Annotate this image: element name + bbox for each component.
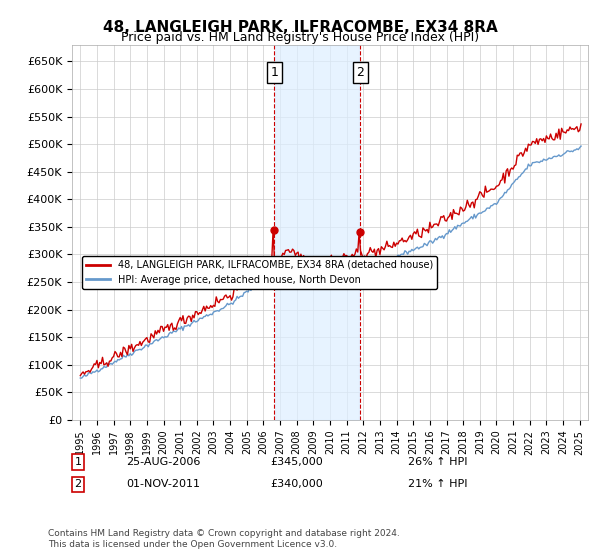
Text: 21% ↑ HPI: 21% ↑ HPI <box>408 479 467 489</box>
Text: Contains HM Land Registry data © Crown copyright and database right 2024.
This d: Contains HM Land Registry data © Crown c… <box>48 529 400 549</box>
Text: 25-AUG-2006: 25-AUG-2006 <box>126 457 200 467</box>
Legend: 48, LANGLEIGH PARK, ILFRACOMBE, EX34 8RA (detached house), HPI: Average price, d: 48, LANGLEIGH PARK, ILFRACOMBE, EX34 8RA… <box>82 256 437 288</box>
Text: 2: 2 <box>74 479 82 489</box>
Text: £345,000: £345,000 <box>270 457 323 467</box>
Text: 01-NOV-2011: 01-NOV-2011 <box>126 479 200 489</box>
Text: 26% ↑ HPI: 26% ↑ HPI <box>408 457 467 467</box>
Text: 1: 1 <box>74 457 82 467</box>
Text: Price paid vs. HM Land Registry's House Price Index (HPI): Price paid vs. HM Land Registry's House … <box>121 31 479 44</box>
Text: £340,000: £340,000 <box>270 479 323 489</box>
Text: 1: 1 <box>271 66 278 79</box>
Text: 48, LANGLEIGH PARK, ILFRACOMBE, EX34 8RA: 48, LANGLEIGH PARK, ILFRACOMBE, EX34 8RA <box>103 20 497 35</box>
Text: 2: 2 <box>356 66 364 79</box>
